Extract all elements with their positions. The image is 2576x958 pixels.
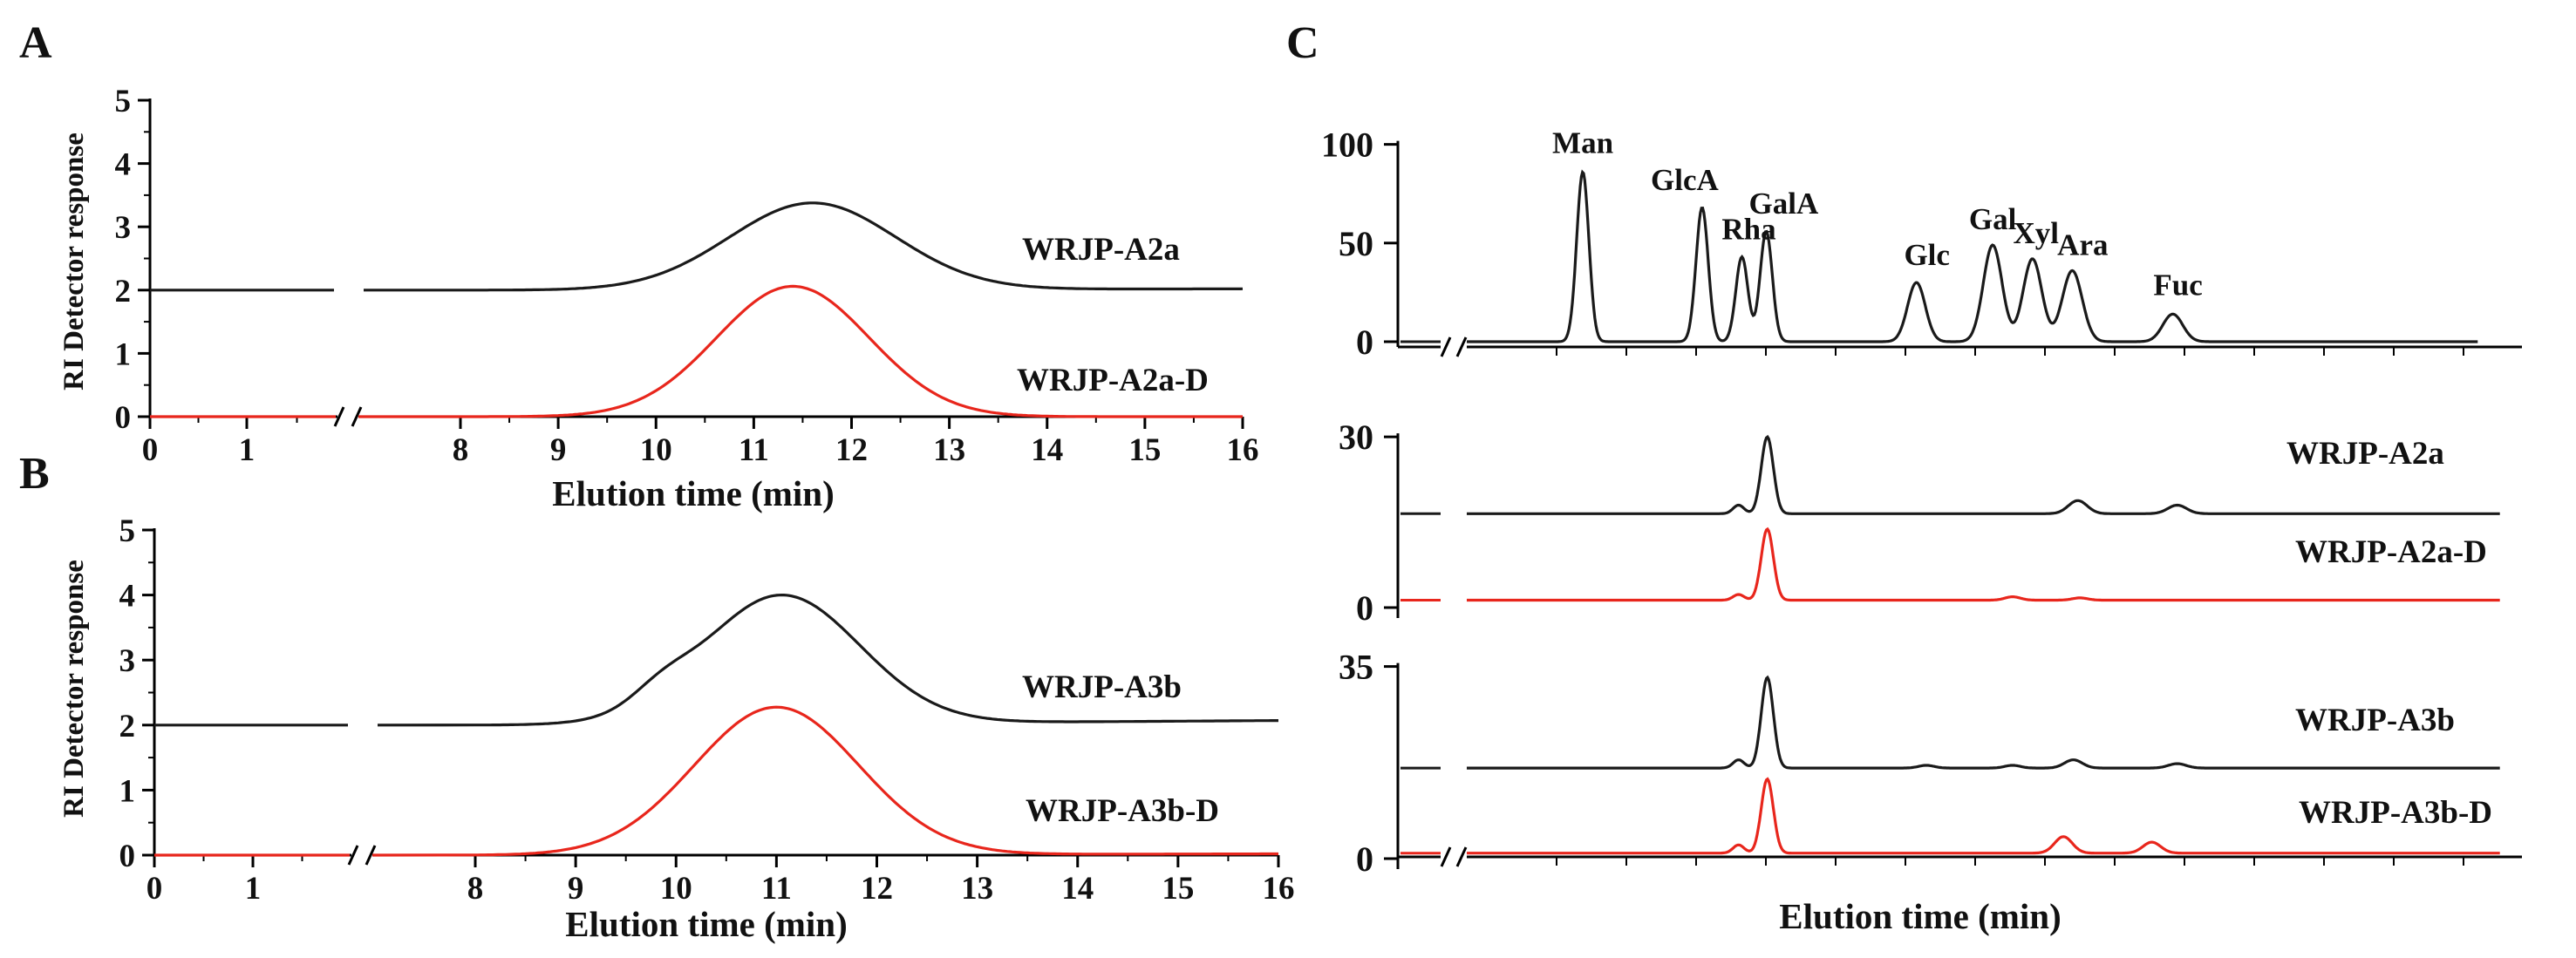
y-tick-label-b-5: 5 bbox=[119, 513, 136, 549]
y-tick-label-a-1: 1 bbox=[115, 336, 132, 372]
trace-b-1 bbox=[371, 705, 1278, 857]
y-tick-label-b-0: 0 bbox=[119, 839, 136, 874]
y-tick-label-c-0-0: 0 bbox=[1356, 323, 1373, 362]
peak-label-glca: GlcA bbox=[1651, 163, 1719, 197]
series-label-c-wrjp-a2a: WRJP-A2a bbox=[2286, 436, 2444, 472]
x-tick-label-a-0: 0 bbox=[142, 432, 159, 468]
peak-label-xyl: Xyl bbox=[2013, 216, 2059, 250]
x-axis-title-c: Elution time (min) bbox=[1779, 896, 2061, 936]
peak-label-man: Man bbox=[1552, 126, 1613, 160]
x-tick-label-a-1: 1 bbox=[239, 432, 256, 468]
axis-break-mark-b-1 bbox=[365, 845, 377, 866]
trace-c-1-0 bbox=[1467, 434, 2500, 515]
y-tick-label-a-3: 3 bbox=[115, 210, 132, 246]
y-tick-label-a-0: 0 bbox=[115, 400, 132, 436]
peak-label-fuc: Fuc bbox=[2153, 268, 2202, 302]
x-axis-title-b: Elution time (min) bbox=[565, 904, 847, 944]
y-tick-label-a-2: 2 bbox=[115, 274, 132, 309]
y-tick-label-c-0-100: 100 bbox=[1321, 126, 1373, 165]
x-tick-label-a-15: 15 bbox=[1128, 432, 1161, 468]
x-tick-label-b-15: 15 bbox=[1162, 871, 1194, 907]
y-axis-title-b: RI Detector response bbox=[58, 560, 90, 818]
x-tick-label-a-12: 12 bbox=[835, 432, 868, 468]
trace-b-0 bbox=[377, 594, 1278, 727]
x-axis-c-top-break-0 bbox=[1440, 336, 1452, 357]
x-axis-c-bottom-break-1 bbox=[1455, 846, 1468, 867]
peak-label-rha: Rha bbox=[1721, 213, 1775, 247]
trace-c-2-1 bbox=[1467, 777, 2500, 855]
y-tick-label-a-5: 5 bbox=[115, 84, 132, 119]
x-tick-label-b-0: 0 bbox=[147, 871, 163, 907]
x-tick-label-a-8: 8 bbox=[453, 432, 469, 468]
y-tick-label-b-1: 1 bbox=[119, 773, 136, 809]
series-label-wrjp-a2a-d: WRJP-A2a-D bbox=[1017, 363, 1209, 398]
series-label-c-wrjp-a3b: WRJP-A3b bbox=[2295, 703, 2455, 738]
panel-label-b: B bbox=[19, 449, 50, 499]
y-tick-label-b-4: 4 bbox=[119, 579, 136, 615]
x-axis-c-bottom-break-0 bbox=[1440, 846, 1452, 867]
axis-break-mark-b-0 bbox=[347, 845, 359, 866]
x-tick-label-b-11: 11 bbox=[761, 871, 792, 907]
x-axis-title-a: Elution time (min) bbox=[552, 473, 834, 513]
x-tick-label-b-16: 16 bbox=[1263, 871, 1295, 907]
y-tick-label-a-4: 4 bbox=[115, 147, 132, 183]
y-tick-label-b-3: 3 bbox=[119, 643, 136, 679]
peak-label-gal: Gal bbox=[1969, 202, 2017, 236]
x-tick-label-b-10: 10 bbox=[660, 871, 692, 907]
peak-label-ara: Ara bbox=[2057, 228, 2108, 262]
series-label-wrjp-a3b-d: WRJP-A3b-D bbox=[1026, 793, 1219, 829]
y-tick-label-c-2-35: 35 bbox=[1339, 648, 1373, 687]
peak-label-gala: GalA bbox=[1749, 187, 1819, 221]
x-tick-label-a-9: 9 bbox=[550, 432, 567, 468]
x-tick-label-a-14: 14 bbox=[1031, 432, 1063, 468]
trace-a-0 bbox=[364, 201, 1244, 292]
y-axis-title-a: RI Detector response bbox=[58, 132, 90, 391]
series-label-wrjp-a2a: WRJP-A2a bbox=[1022, 232, 1180, 268]
axis-break-mark-a-1 bbox=[351, 406, 363, 427]
x-axis-c-top-break-1 bbox=[1455, 336, 1468, 357]
x-tick-label-b-14: 14 bbox=[1061, 871, 1094, 907]
panel-label-a: A bbox=[19, 18, 52, 68]
x-tick-label-a-11: 11 bbox=[739, 432, 769, 468]
trace-c-0-0 bbox=[1467, 169, 2478, 343]
x-tick-label-b-8: 8 bbox=[467, 871, 484, 907]
trace-c-2-0 bbox=[1467, 675, 2500, 770]
panel-label-c: C bbox=[1286, 18, 1319, 68]
x-tick-label-b-1: 1 bbox=[245, 871, 262, 907]
y-tick-label-c-1-30: 30 bbox=[1339, 418, 1373, 457]
trace-a-1 bbox=[358, 284, 1243, 418]
x-tick-label-b-12: 12 bbox=[861, 871, 893, 907]
y-tick-label-c-0-50: 50 bbox=[1339, 224, 1373, 263]
axis-break-mark-a-0 bbox=[333, 406, 345, 427]
series-label-c-wrjp-a3b-d: WRJP-A3b-D bbox=[2299, 795, 2492, 831]
x-tick-label-a-10: 10 bbox=[640, 432, 672, 468]
y-tick-label-c-2-0: 0 bbox=[1356, 839, 1373, 879]
y-tick-label-b-2: 2 bbox=[119, 709, 136, 744]
series-label-c-wrjp-a2a-d: WRJP-A2a-D bbox=[2295, 534, 2487, 570]
y-tick-label-c-1-0: 0 bbox=[1356, 588, 1373, 628]
x-tick-label-a-13: 13 bbox=[933, 432, 965, 468]
trace-c-1-1 bbox=[1467, 527, 2500, 602]
peak-label-glc: Glc bbox=[1904, 238, 1949, 272]
x-tick-label-b-13: 13 bbox=[961, 871, 993, 907]
x-tick-label-b-9: 9 bbox=[568, 871, 584, 907]
x-tick-label-a-16: 16 bbox=[1227, 432, 1259, 468]
series-label-wrjp-a3b: WRJP-A3b bbox=[1022, 669, 1182, 705]
